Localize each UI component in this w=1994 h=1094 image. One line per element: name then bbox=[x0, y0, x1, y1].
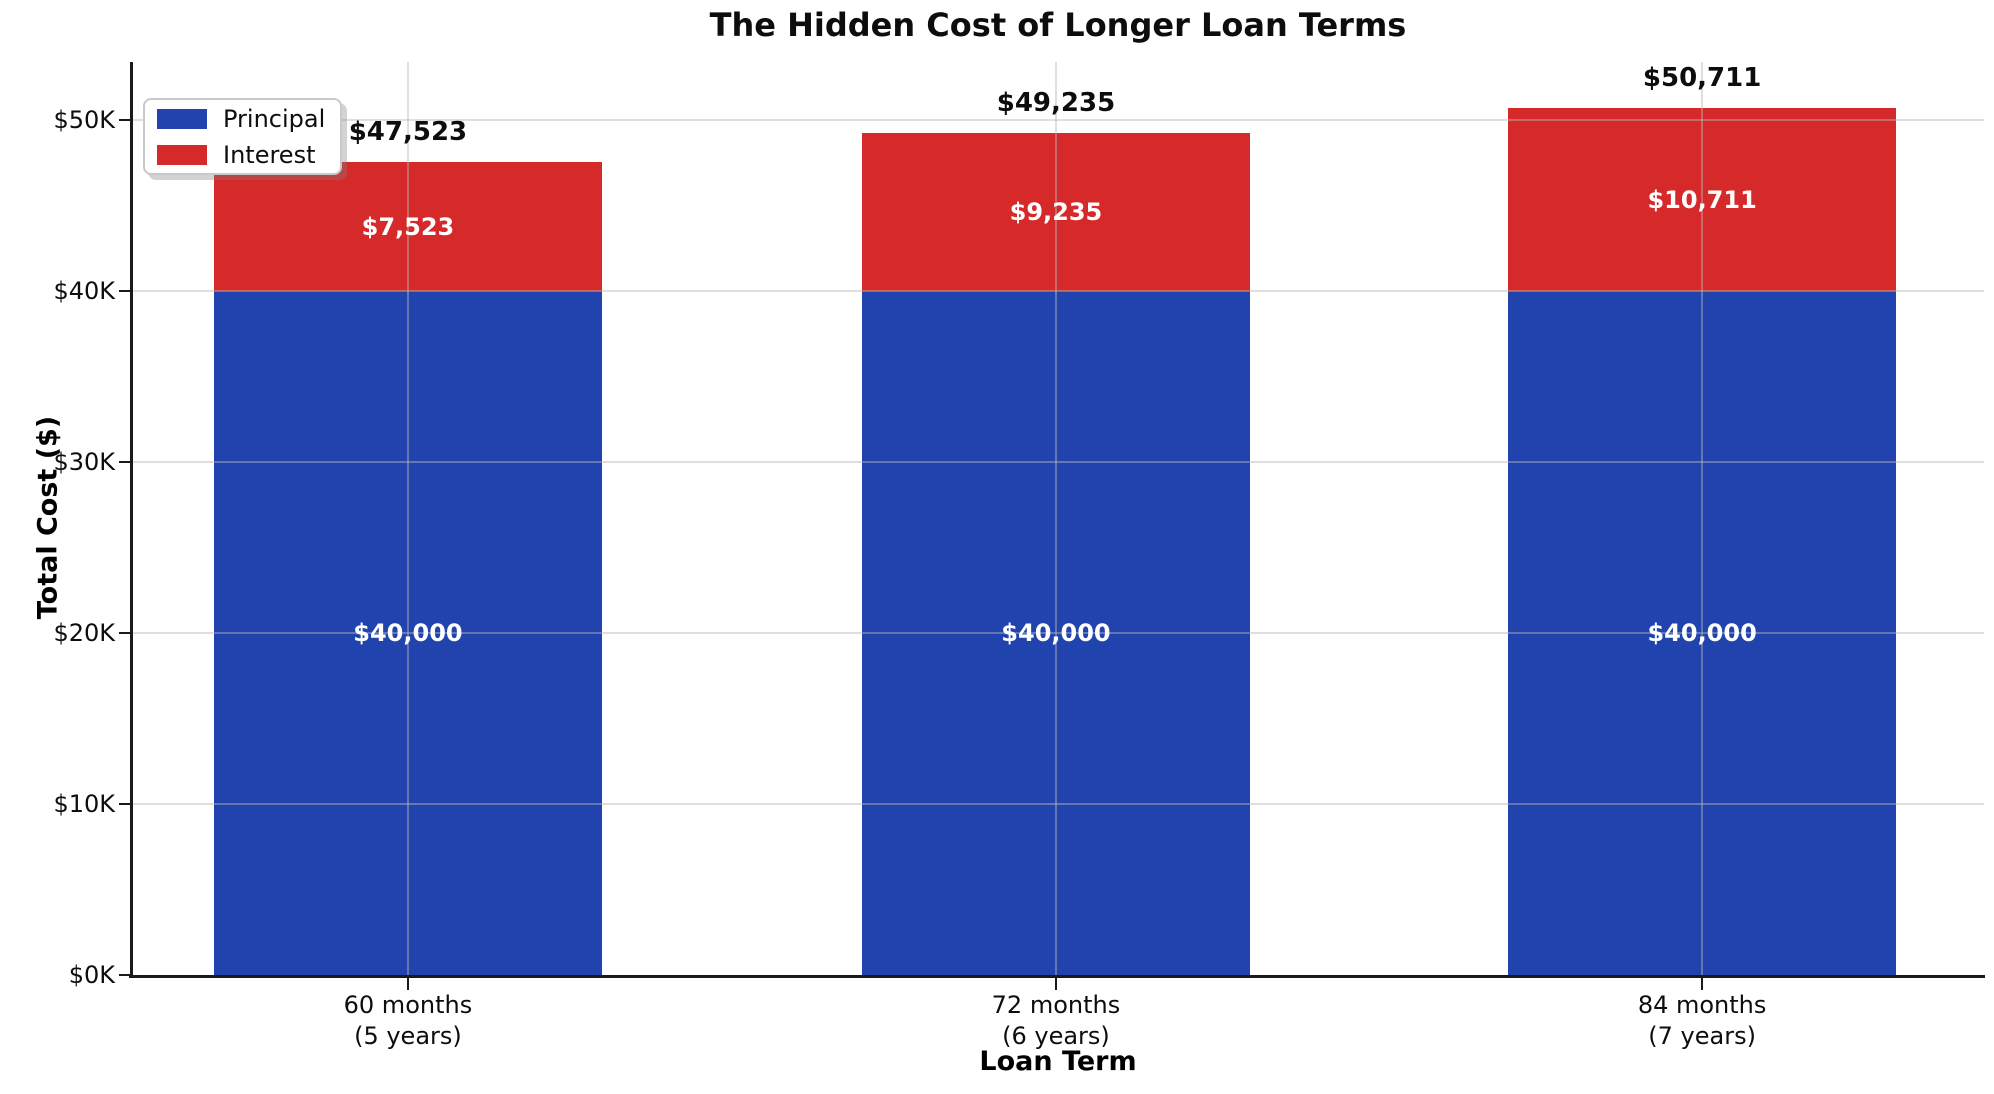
x-tickmark bbox=[406, 978, 409, 990]
x-tick-label-line: 84 months bbox=[1637, 991, 1767, 1019]
x-axis-spine bbox=[129, 975, 1985, 978]
bar-segment-interest bbox=[213, 162, 602, 292]
interest-value-label: $9,235 bbox=[1009, 198, 1103, 227]
y-axis-title: Total Cost ($) bbox=[32, 415, 64, 620]
h-gridline bbox=[132, 461, 1984, 464]
chart-title: The Hidden Cost of Longer Loan Terms bbox=[709, 6, 1407, 44]
h-gridline bbox=[132, 290, 1984, 293]
legend-label-principal: Principal bbox=[223, 104, 326, 133]
v-gridline bbox=[1701, 62, 1704, 975]
legend-label-interest: Interest bbox=[223, 140, 316, 169]
legend: Principal Interest bbox=[143, 98, 342, 175]
bar-segment-principal bbox=[213, 291, 602, 975]
y-tick-label: $50K bbox=[53, 106, 115, 135]
x-tick-label-line: 72 months bbox=[991, 991, 1121, 1019]
bar-segment-interest bbox=[1508, 107, 1897, 292]
principal-value-label: $40,000 bbox=[353, 619, 463, 648]
total-value-label: $50,711 bbox=[1642, 62, 1762, 93]
principal-swatch-icon bbox=[157, 108, 207, 129]
v-gridline bbox=[1054, 62, 1057, 975]
y-tick-label: $10K bbox=[53, 790, 115, 819]
x-tickmark bbox=[1054, 978, 1057, 990]
total-value-label: $49,235 bbox=[996, 88, 1116, 119]
bar-segment-interest bbox=[861, 133, 1250, 292]
bar-segment-principal bbox=[861, 291, 1250, 975]
y-tick-label: $40K bbox=[53, 277, 115, 306]
h-gridline bbox=[132, 803, 1984, 806]
bar-segment-principal bbox=[1508, 291, 1897, 975]
principal-value-label: $40,000 bbox=[1001, 619, 1111, 648]
principal-value-label: $40,000 bbox=[1647, 619, 1757, 648]
x-tick-label: 72 months (6 years) bbox=[846, 990, 1266, 1052]
legend-item-principal: Principal bbox=[157, 105, 328, 133]
h-gridline bbox=[132, 632, 1984, 635]
y-tick-label: $0K bbox=[68, 961, 115, 989]
x-tick-label: 60 months (5 years) bbox=[198, 990, 618, 1052]
legend-item-interest: Interest bbox=[157, 141, 328, 169]
v-gridline bbox=[406, 62, 409, 975]
interest-value-label: $7,523 bbox=[361, 212, 455, 241]
interest-value-label: $10,711 bbox=[1647, 185, 1757, 214]
x-tick-label-line: 60 months bbox=[343, 991, 473, 1019]
x-axis-title: Loan Term bbox=[979, 1046, 1137, 1077]
x-tickmark bbox=[1701, 978, 1704, 990]
y-axis-spine bbox=[130, 62, 133, 978]
x-tick-label: 84 months (7 years) bbox=[1492, 990, 1912, 1052]
h-gridline bbox=[132, 119, 1984, 122]
interest-swatch-icon bbox=[157, 144, 207, 165]
